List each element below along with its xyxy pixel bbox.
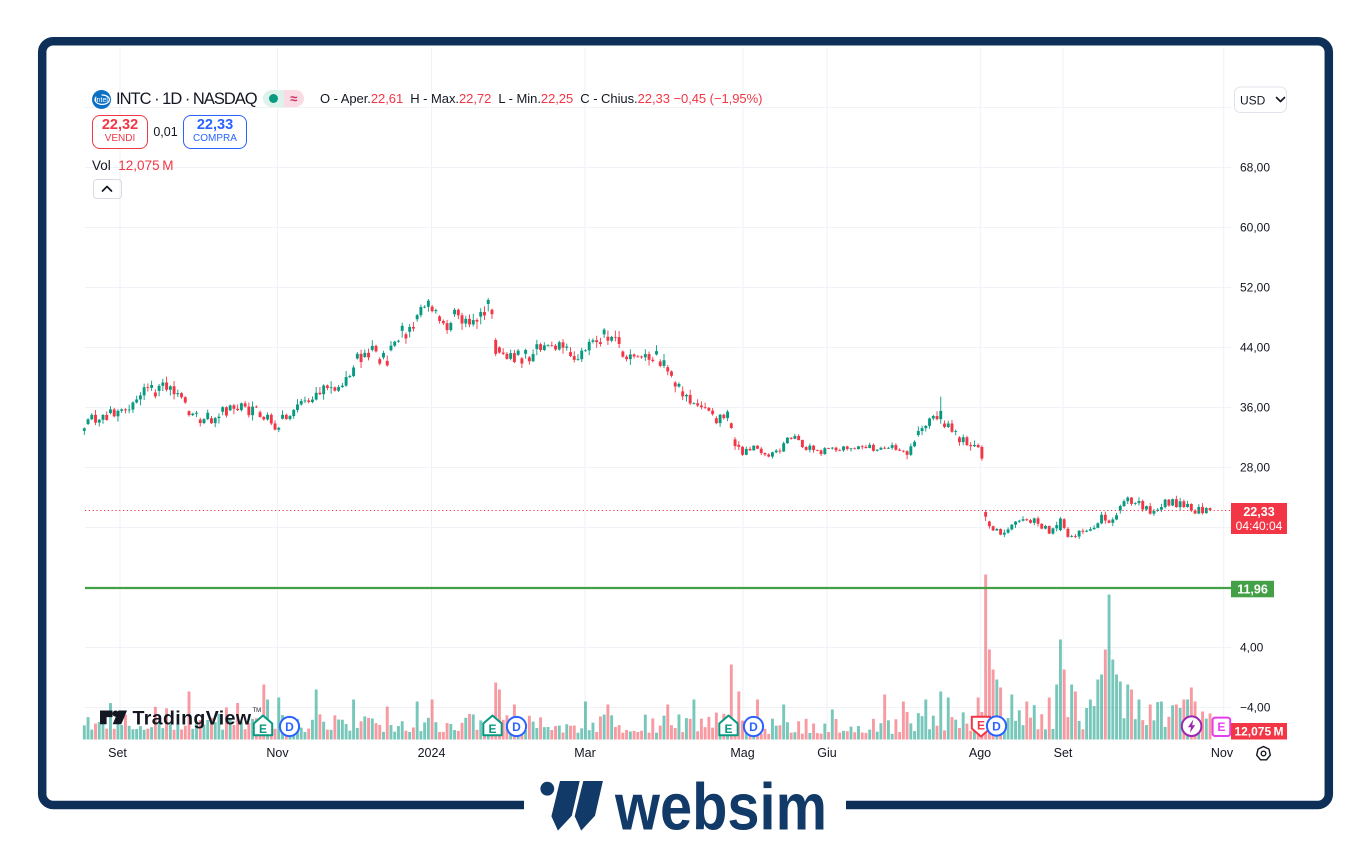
svg-text:E: E: [724, 722, 732, 736]
svg-text:TradingView: TradingView: [133, 708, 252, 730]
svg-text:Set: Set: [108, 746, 127, 760]
svg-text:60,00: 60,00: [1240, 221, 1270, 235]
svg-text:22,33: 22,33: [1243, 505, 1274, 519]
svg-text:TM: TM: [253, 708, 262, 714]
svg-text:Mag: Mag: [730, 746, 754, 760]
svg-text:4,00: 4,00: [1240, 641, 1264, 655]
svg-text:12,075 M: 12,075 M: [1234, 725, 1283, 739]
svg-text:D: D: [992, 719, 1001, 733]
svg-text:Nov: Nov: [1211, 746, 1234, 760]
svg-text:Nov: Nov: [266, 746, 289, 760]
svg-text:04:40:04: 04:40:04: [1236, 519, 1283, 533]
svg-text:44,00: 44,00: [1240, 341, 1270, 355]
svg-text:E: E: [977, 719, 985, 733]
svg-text:28,00: 28,00: [1240, 461, 1270, 475]
svg-text:−4,00: −4,00: [1240, 701, 1271, 715]
svg-text:2024: 2024: [418, 746, 446, 760]
svg-text:52,00: 52,00: [1240, 281, 1270, 295]
svg-text:Ago: Ago: [969, 746, 991, 760]
svg-text:intel: intel: [95, 96, 108, 103]
svg-text:68,00: 68,00: [1240, 161, 1270, 175]
svg-text:E: E: [259, 722, 267, 736]
svg-text:36,00: 36,00: [1240, 401, 1270, 415]
svg-text:D: D: [285, 720, 294, 734]
svg-text:E: E: [488, 722, 496, 736]
svg-text:E: E: [1217, 720, 1225, 734]
svg-text:USD: USD: [1240, 93, 1266, 107]
svg-text:websim: websim: [614, 770, 827, 844]
svg-text:Set: Set: [1054, 746, 1073, 760]
svg-text:11,96: 11,96: [1237, 583, 1268, 597]
svg-text:D: D: [512, 720, 521, 734]
svg-text:Mar: Mar: [574, 746, 596, 760]
svg-text:Giu: Giu: [817, 746, 837, 760]
svg-text:D: D: [749, 720, 758, 734]
